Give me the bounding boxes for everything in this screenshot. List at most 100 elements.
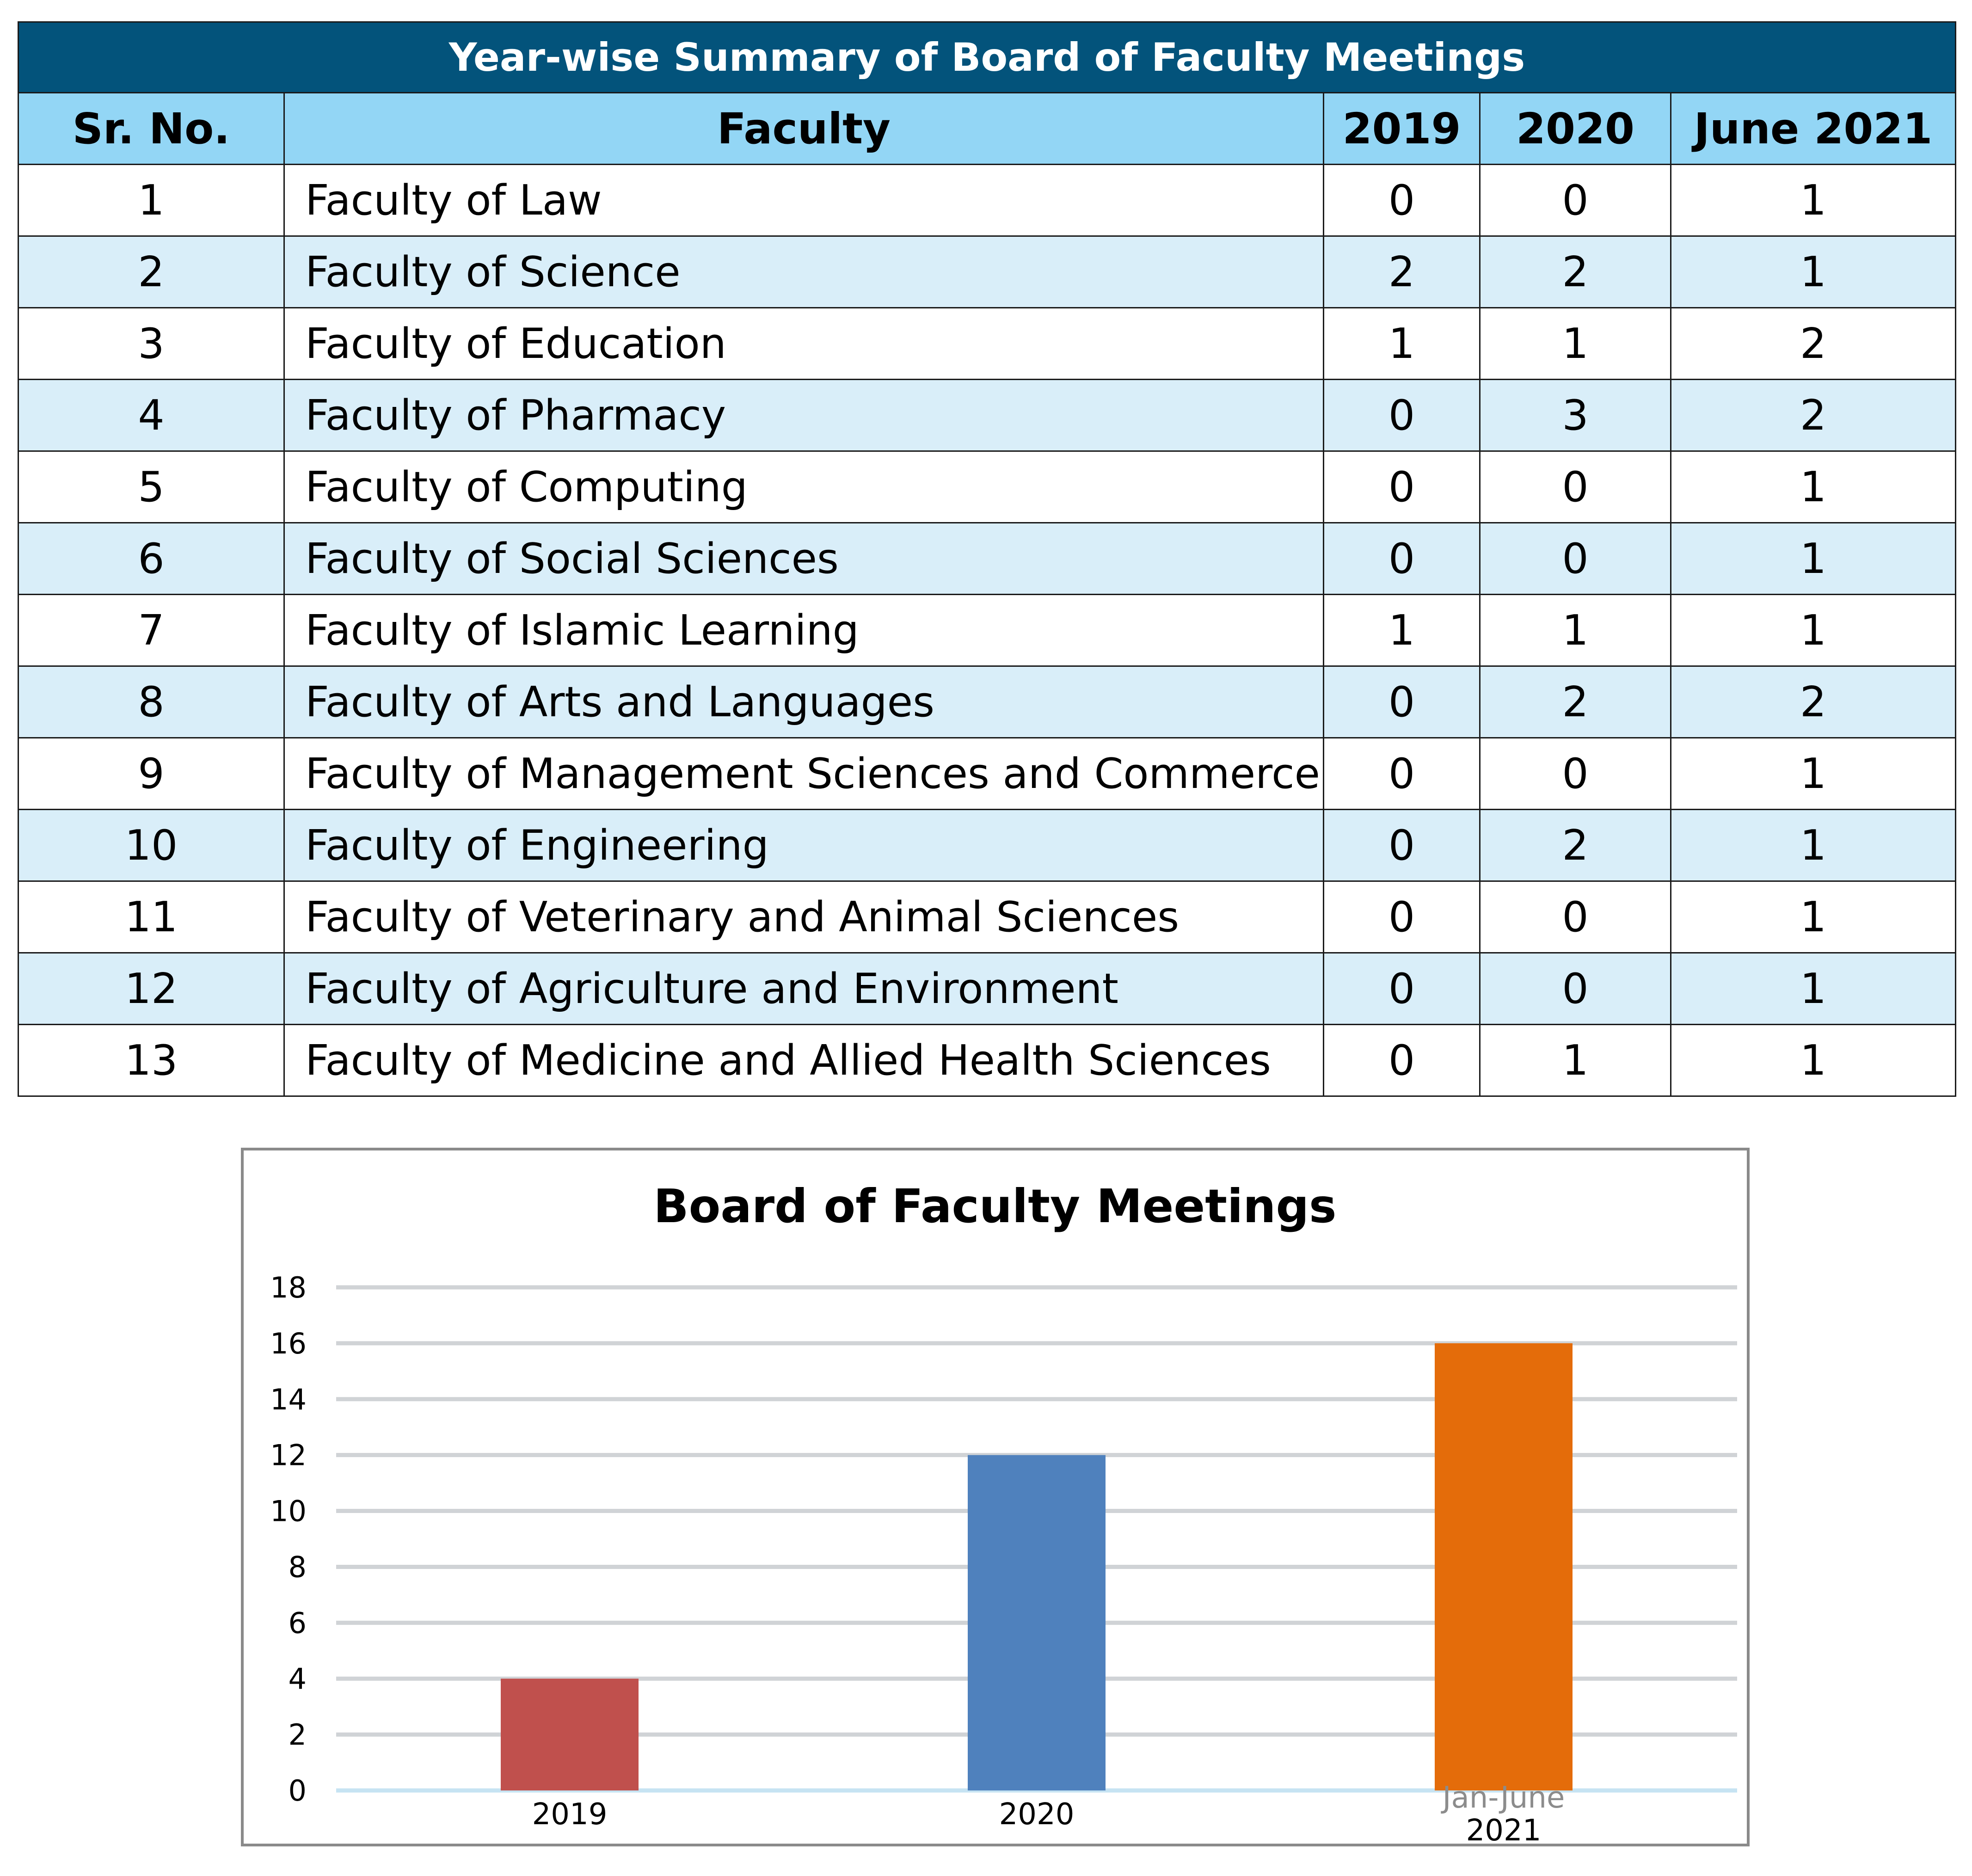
bar	[1435, 1343, 1573, 1790]
cell-faculty: Faculty of Arts and Languages	[283, 665, 1324, 738]
cell-faculty: Faculty of Management Sciences and Comme…	[283, 737, 1324, 810]
cell-faculty: Faculty of Computing	[283, 450, 1324, 523]
cell-june-2021: 1	[1670, 594, 1957, 667]
cell-2020: 2	[1479, 809, 1671, 882]
cell-2019: 0	[1323, 1024, 1481, 1097]
cell-sr-no: 2	[18, 235, 285, 308]
bars	[501, 1343, 1573, 1790]
cell-sr-no: 13	[18, 1024, 285, 1097]
cell-faculty: Faculty of Social Sciences	[283, 522, 1324, 595]
cell-2019: 0	[1323, 450, 1481, 523]
y-tick-label: 16	[270, 1327, 307, 1360]
table-caption-row: Year-wise Summary of Board of Faculty Me…	[17, 21, 1957, 93]
cell-june-2021: 1	[1670, 450, 1957, 523]
cell-2020: 1	[1479, 307, 1671, 380]
cell-faculty: Faculty of Science	[283, 235, 1324, 308]
table-row: 7 Faculty of Islamic Learning 1 1 1	[18, 594, 1957, 667]
table-header-row: Sr. No. Faculty 2019 2020 June 2021	[18, 92, 1957, 165]
cell-2019: 0	[1323, 880, 1481, 953]
cell-faculty: Faculty of Agriculture and Environment	[283, 952, 1324, 1025]
cell-2019: 0	[1323, 379, 1481, 452]
table-row: 4 Faculty of Pharmacy 0 3 2	[18, 379, 1957, 452]
y-tick-label: 8	[289, 1550, 307, 1584]
table-row: 10 Faculty of Engineering 0 2 1	[18, 809, 1957, 882]
cell-sr-no: 8	[18, 665, 285, 738]
table-row: 8 Faculty of Arts and Languages 0 2 2	[18, 665, 1957, 738]
cell-2020: 2	[1479, 665, 1671, 738]
y-tick-label: 2	[289, 1718, 307, 1752]
cell-june-2021: 1	[1670, 522, 1957, 595]
table-body: Year-wise Summary of Board of Faculty Me…	[17, 21, 1957, 1097]
x-tick-label: Jan-June	[1441, 1781, 1565, 1815]
cell-june-2021: 1	[1670, 235, 1957, 308]
cell-faculty: Faculty of Islamic Learning	[283, 594, 1324, 667]
cell-sr-no: 10	[18, 809, 285, 882]
cell-2019: 1	[1323, 594, 1481, 667]
y-axis-ticks: 0 2 4 6 8 10 12 14 16 18	[270, 1271, 307, 1808]
cell-june-2021: 2	[1670, 307, 1957, 380]
bar-chart: Board of Faculty Meetings 0 2 4 6 8 10 12 14 16 1…	[270, 1179, 1737, 1844]
cell-2020: 0	[1479, 952, 1671, 1025]
cell-june-2021: 1	[1670, 164, 1957, 237]
cell-2020: 0	[1479, 164, 1671, 237]
y-tick-label: 6	[289, 1606, 307, 1640]
header-2019: 2019	[1323, 92, 1481, 165]
cell-sr-no: 3	[18, 307, 285, 380]
bar	[968, 1455, 1106, 1790]
cell-sr-no: 12	[18, 952, 285, 1025]
cell-2019: 0	[1323, 522, 1481, 595]
cell-2019: 0	[1323, 164, 1481, 237]
cell-2020: 1	[1479, 594, 1671, 667]
cell-2019: 0	[1323, 737, 1481, 810]
cell-faculty: Faculty of Education	[283, 307, 1324, 380]
cell-2020: 0	[1479, 450, 1671, 523]
cell-sr-no: 4	[18, 379, 285, 452]
table-row: 6 Faculty of Social Sciences 0 0 1	[18, 522, 1957, 595]
cell-june-2021: 1	[1670, 737, 1957, 810]
cell-2020: 0	[1479, 522, 1671, 595]
table-row: 2 Faculty of Science 2 2 1	[18, 235, 1957, 308]
cell-june-2021: 1	[1670, 809, 1957, 882]
cell-sr-no: 1	[18, 164, 285, 237]
cell-2019: 0	[1323, 952, 1481, 1025]
y-tick-label: 12	[270, 1439, 307, 1472]
cell-2020: 0	[1479, 880, 1671, 953]
x-tick-label: 2019	[532, 1797, 608, 1832]
header-june-2021: June 2021	[1670, 92, 1957, 165]
cell-june-2021: 2	[1670, 379, 1957, 452]
x-tick-label-line2: 2021	[1466, 1814, 1542, 1844]
cell-2019: 2	[1323, 235, 1481, 308]
y-tick-label: 4	[289, 1662, 307, 1696]
cell-2019: 1	[1323, 307, 1481, 380]
cell-faculty: Faculty of Medicine and Allied Health Sc…	[283, 1024, 1324, 1097]
bar	[501, 1679, 639, 1790]
cell-sr-no: 5	[18, 450, 285, 523]
summary-table: Year-wise Summary of Board of Faculty Me…	[17, 21, 1957, 1097]
cell-june-2021: 1	[1670, 880, 1957, 953]
cell-2020: 0	[1479, 737, 1671, 810]
cell-june-2021: 2	[1670, 665, 1957, 738]
cell-2020: 1	[1479, 1024, 1671, 1097]
chart-title: Board of Faculty Meetings	[653, 1179, 1336, 1233]
cell-2020: 2	[1479, 235, 1671, 308]
table-row: 9 Faculty of Management Sciences and Comm…	[18, 737, 1957, 810]
cell-2019: 0	[1323, 665, 1481, 738]
cell-2020: 3	[1479, 379, 1671, 452]
table-caption: Year-wise Summary of Board of Faculty Me…	[17, 21, 1957, 93]
header-2020: 2020	[1479, 92, 1671, 165]
cell-2019: 0	[1323, 809, 1481, 882]
table-row: 1 Faculty of Law 0 0 1	[18, 164, 1957, 237]
table-row: 3 Faculty of Education 1 1 2	[18, 307, 1957, 380]
cell-faculty: Faculty of Pharmacy	[283, 379, 1324, 452]
cell-sr-no: 9	[18, 737, 285, 810]
cell-sr-no: 6	[18, 522, 285, 595]
header-sr-no: Sr. No.	[18, 92, 285, 165]
table-row: 12 Faculty of Agriculture and Environment…	[18, 952, 1957, 1025]
cell-sr-no: 7	[18, 594, 285, 667]
y-tick-label: 14	[270, 1383, 307, 1416]
cell-faculty: Faculty of Law	[283, 164, 1324, 237]
table-row: 5 Faculty of Computing 0 0 1	[18, 450, 1957, 523]
cell-faculty: Faculty of Engineering	[283, 809, 1324, 882]
y-tick-label: 10	[270, 1495, 307, 1528]
